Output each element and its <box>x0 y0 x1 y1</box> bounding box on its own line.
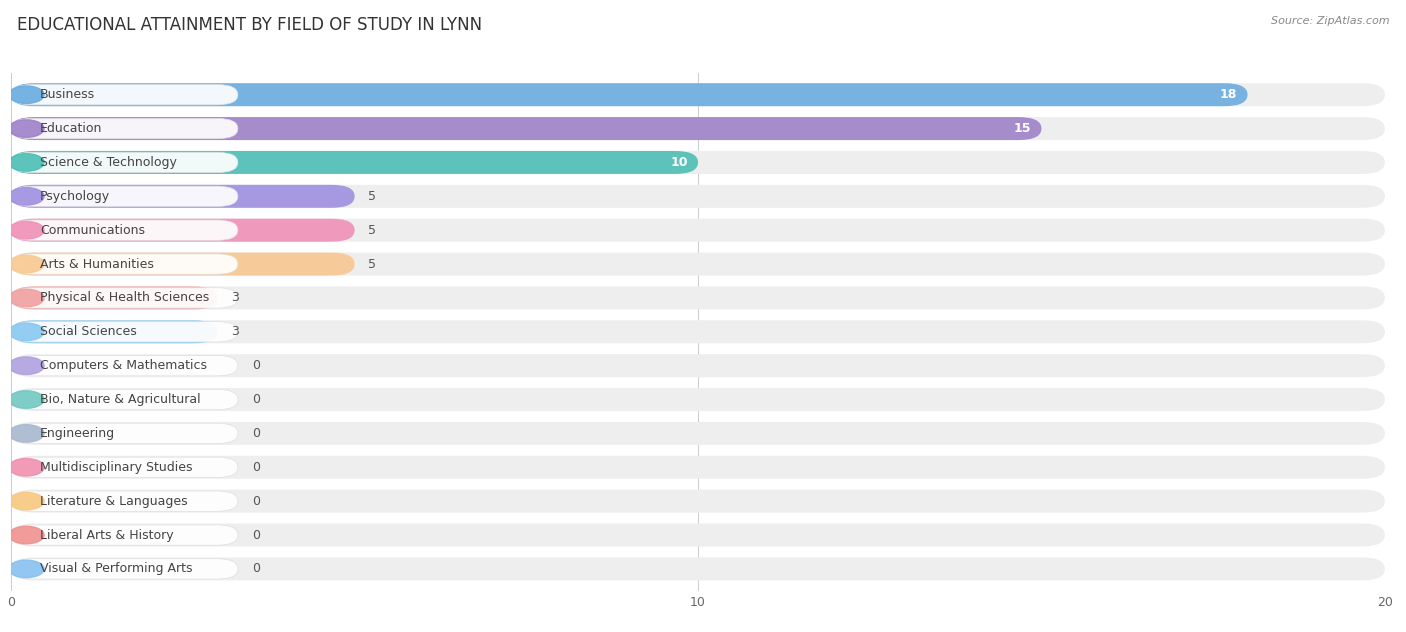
Text: EDUCATIONAL ATTAINMENT BY FIELD OF STUDY IN LYNN: EDUCATIONAL ATTAINMENT BY FIELD OF STUDY… <box>17 16 482 33</box>
FancyBboxPatch shape <box>11 253 1385 276</box>
Text: 0: 0 <box>252 562 260 575</box>
FancyBboxPatch shape <box>11 118 238 139</box>
FancyBboxPatch shape <box>11 151 1385 174</box>
FancyBboxPatch shape <box>11 559 238 579</box>
FancyBboxPatch shape <box>11 117 1385 140</box>
FancyBboxPatch shape <box>11 320 218 343</box>
FancyBboxPatch shape <box>11 286 218 310</box>
Text: Literature & Languages: Literature & Languages <box>41 495 188 507</box>
Circle shape <box>8 86 44 104</box>
Text: Bio, Nature & Agricultural: Bio, Nature & Agricultural <box>41 393 201 406</box>
Text: Engineering: Engineering <box>41 427 115 440</box>
Circle shape <box>8 323 44 341</box>
FancyBboxPatch shape <box>11 117 1042 140</box>
FancyBboxPatch shape <box>11 388 1385 411</box>
Text: Arts & Humanities: Arts & Humanities <box>41 258 155 270</box>
FancyBboxPatch shape <box>11 185 354 208</box>
Text: 0: 0 <box>252 359 260 372</box>
FancyBboxPatch shape <box>11 356 238 376</box>
Text: Education: Education <box>41 122 103 135</box>
FancyBboxPatch shape <box>11 185 1385 208</box>
Text: Visual & Performing Arts: Visual & Performing Arts <box>41 562 193 575</box>
Text: Physical & Health Sciences: Physical & Health Sciences <box>41 291 209 305</box>
FancyBboxPatch shape <box>11 152 238 173</box>
Circle shape <box>8 289 44 307</box>
FancyBboxPatch shape <box>11 557 1385 580</box>
FancyBboxPatch shape <box>11 151 699 174</box>
Circle shape <box>8 154 44 171</box>
FancyBboxPatch shape <box>11 220 238 240</box>
Text: 0: 0 <box>252 528 260 542</box>
FancyBboxPatch shape <box>11 254 238 274</box>
FancyBboxPatch shape <box>11 354 1385 377</box>
FancyBboxPatch shape <box>11 457 238 477</box>
Text: 5: 5 <box>368 258 377 270</box>
Circle shape <box>8 492 44 510</box>
FancyBboxPatch shape <box>11 490 1385 513</box>
FancyBboxPatch shape <box>11 422 1385 445</box>
FancyBboxPatch shape <box>11 322 238 342</box>
Text: 0: 0 <box>252 495 260 507</box>
Text: Psychology: Psychology <box>41 190 110 203</box>
FancyBboxPatch shape <box>11 389 238 410</box>
FancyBboxPatch shape <box>11 219 354 241</box>
Circle shape <box>8 526 44 544</box>
Text: Source: ZipAtlas.com: Source: ZipAtlas.com <box>1271 16 1389 26</box>
FancyBboxPatch shape <box>11 253 354 276</box>
Circle shape <box>8 120 44 137</box>
FancyBboxPatch shape <box>11 186 238 207</box>
FancyBboxPatch shape <box>11 219 1385 241</box>
FancyBboxPatch shape <box>11 286 1385 310</box>
Text: 5: 5 <box>368 224 377 237</box>
Circle shape <box>8 221 44 239</box>
Text: Science & Technology: Science & Technology <box>41 156 177 169</box>
Text: Liberal Arts & History: Liberal Arts & History <box>41 528 174 542</box>
Text: 0: 0 <box>252 427 260 440</box>
FancyBboxPatch shape <box>11 456 1385 479</box>
FancyBboxPatch shape <box>11 83 1385 106</box>
Text: 0: 0 <box>252 461 260 474</box>
FancyBboxPatch shape <box>11 288 238 308</box>
FancyBboxPatch shape <box>11 525 238 545</box>
Text: 3: 3 <box>231 325 239 338</box>
Circle shape <box>8 459 44 476</box>
Text: 3: 3 <box>231 291 239 305</box>
Text: Business: Business <box>41 88 96 101</box>
Text: 10: 10 <box>671 156 688 169</box>
Circle shape <box>8 391 44 408</box>
FancyBboxPatch shape <box>11 523 1385 547</box>
Text: Communications: Communications <box>41 224 145 237</box>
Text: 0: 0 <box>252 393 260 406</box>
Text: 5: 5 <box>368 190 377 203</box>
Circle shape <box>8 255 44 273</box>
FancyBboxPatch shape <box>11 423 238 444</box>
FancyBboxPatch shape <box>11 491 238 511</box>
Text: Computers & Mathematics: Computers & Mathematics <box>41 359 207 372</box>
FancyBboxPatch shape <box>11 320 1385 343</box>
FancyBboxPatch shape <box>11 85 238 105</box>
Circle shape <box>8 188 44 205</box>
Text: Social Sciences: Social Sciences <box>41 325 136 338</box>
Text: 15: 15 <box>1014 122 1031 135</box>
Text: 18: 18 <box>1220 88 1237 101</box>
Circle shape <box>8 560 44 578</box>
FancyBboxPatch shape <box>11 83 1247 106</box>
Circle shape <box>8 357 44 374</box>
Circle shape <box>8 425 44 442</box>
Text: Multidisciplinary Studies: Multidisciplinary Studies <box>41 461 193 474</box>
